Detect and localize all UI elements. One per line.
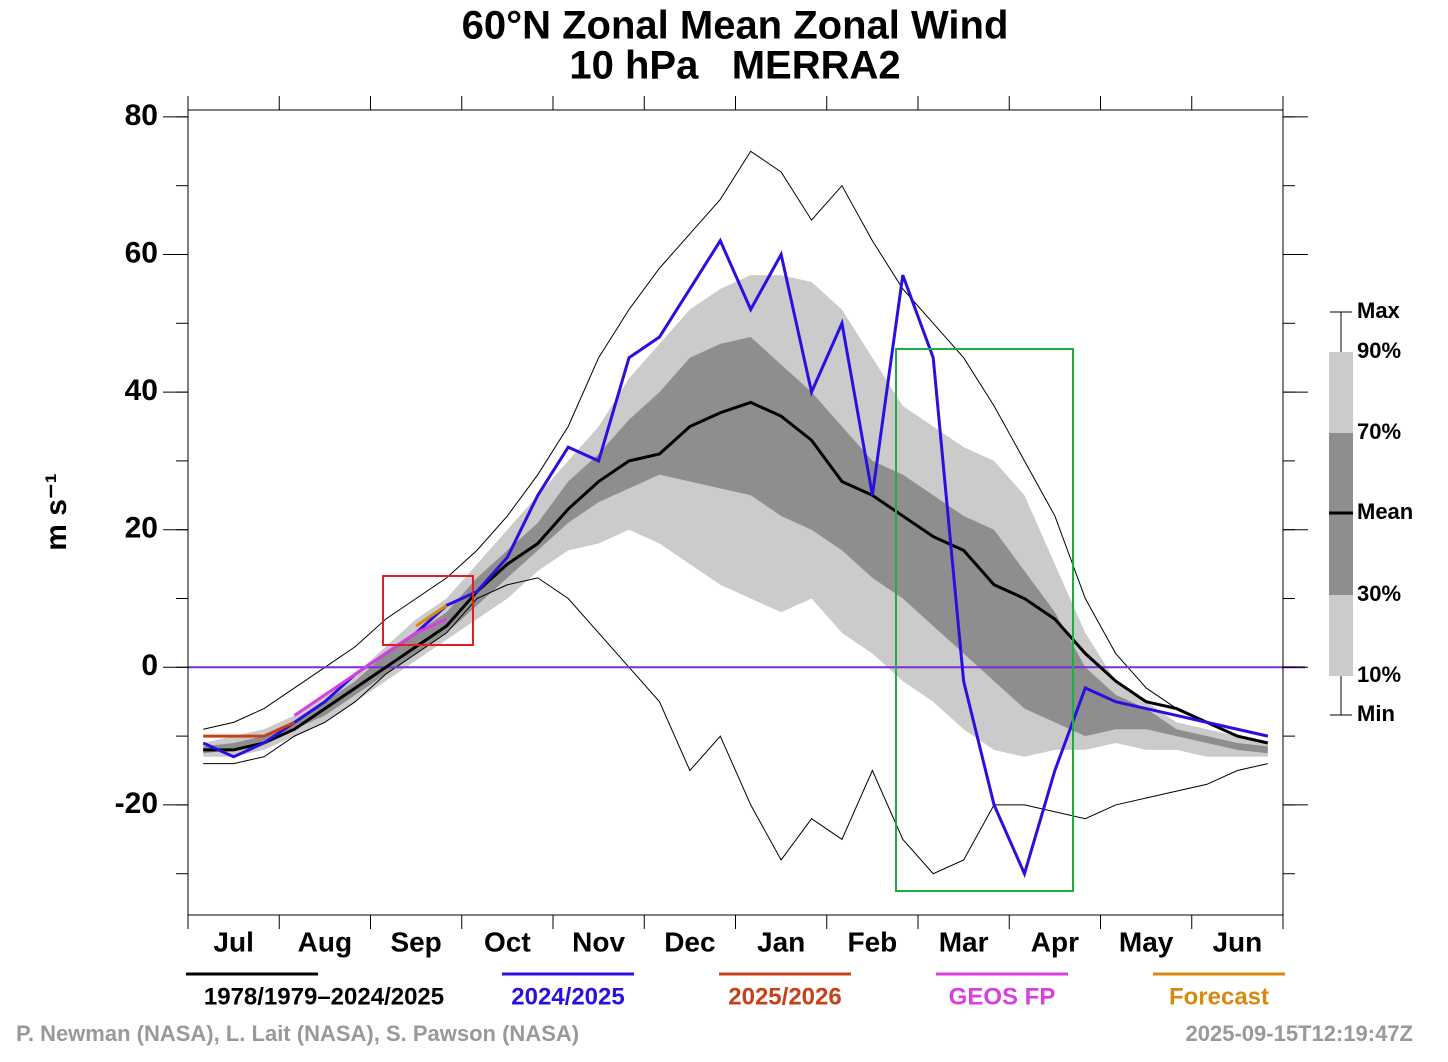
legend-label: 2024/2025 — [511, 983, 624, 1010]
y-tick-label: 20 — [125, 512, 158, 545]
side-legend-label: 10% — [1357, 662, 1401, 687]
legend-label: 1978/1979–2024/2025 — [204, 983, 444, 1010]
extreme-line — [203, 150, 1268, 737]
y-tick-label: -20 — [115, 787, 158, 820]
chart-subtitle: 10 hPa MERRA2 — [569, 44, 900, 88]
x-tick-label: Jun — [1212, 926, 1262, 957]
x-tick-label: Nov — [572, 926, 625, 957]
x-tick-label: Mar — [939, 926, 989, 957]
x-tick-label: Aug — [298, 926, 352, 957]
side-legend-label: Mean — [1357, 499, 1413, 524]
x-tick-label: Jan — [757, 926, 805, 957]
chart-title: 60°N Zonal Mean Zonal Wind — [462, 4, 1009, 48]
y-axis-label: m s⁻¹ — [40, 473, 73, 551]
series-line — [203, 720, 296, 738]
y-tick-label: 40 — [125, 374, 158, 407]
side-legend-label: Max — [1357, 298, 1401, 323]
series-line — [415, 604, 448, 628]
y-tick-label: 0 — [141, 649, 158, 682]
legend-label: Forecast — [1169, 983, 1269, 1010]
x-tick-label: Oct — [484, 926, 531, 957]
x-tick-label: Dec — [664, 926, 715, 957]
legend-label: 2025/2026 — [728, 983, 841, 1010]
x-tick-label: Feb — [847, 926, 897, 957]
band-30-70 — [203, 337, 1268, 754]
extreme-line — [203, 577, 1268, 875]
x-tick-label: May — [1119, 926, 1174, 957]
series-line — [293, 617, 448, 717]
timestamp: 2025-09-15T12:19:47Z — [1186, 1021, 1413, 1046]
highlight-box — [895, 348, 1074, 892]
side-legend-label: 90% — [1357, 338, 1401, 363]
highlight-box — [382, 575, 474, 646]
x-tick-label: Jul — [213, 926, 253, 957]
side-legend-label: 30% — [1357, 581, 1401, 606]
legend-label: GEOS FP — [949, 983, 1056, 1010]
x-tick-label: Apr — [1031, 926, 1079, 957]
x-tick-label: Sep — [390, 926, 441, 957]
credits: P. Newman (NASA), L. Lait (NASA), S. Paw… — [16, 1021, 579, 1046]
y-tick-label: 80 — [125, 99, 158, 132]
y-tick-label: 60 — [125, 236, 158, 269]
series-line — [203, 400, 1269, 752]
side-legend-label: Min — [1357, 701, 1395, 726]
side-legend-label: 70% — [1357, 419, 1401, 444]
